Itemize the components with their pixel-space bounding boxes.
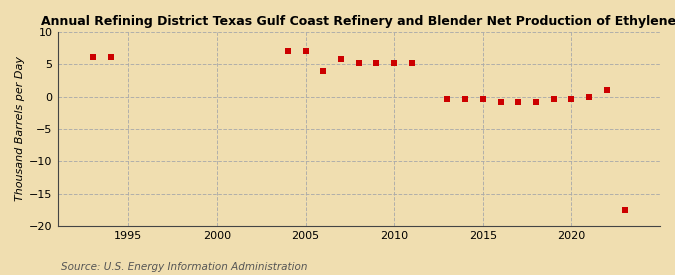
- Point: [566, 96, 577, 101]
- Point: [318, 68, 329, 73]
- Point: [548, 96, 559, 101]
- Point: [389, 61, 400, 65]
- Point: [477, 96, 488, 101]
- Point: [442, 96, 453, 101]
- Point: [531, 100, 541, 104]
- Point: [371, 61, 382, 65]
- Point: [513, 100, 524, 104]
- Point: [88, 54, 99, 59]
- Point: [354, 61, 364, 65]
- Point: [335, 57, 346, 61]
- Point: [282, 49, 293, 54]
- Y-axis label: Thousand Barrels per Day: Thousand Barrels per Day: [15, 56, 25, 201]
- Text: Source: U.S. Energy Information Administration: Source: U.S. Energy Information Administ…: [61, 262, 307, 272]
- Point: [619, 208, 630, 212]
- Point: [460, 96, 470, 101]
- Title: Annual Refining District Texas Gulf Coast Refinery and Blender Net Production of: Annual Refining District Texas Gulf Coas…: [41, 15, 675, 28]
- Point: [300, 49, 311, 54]
- Point: [601, 88, 612, 92]
- Point: [105, 54, 116, 59]
- Point: [495, 100, 506, 104]
- Point: [406, 61, 417, 65]
- Point: [584, 94, 595, 99]
